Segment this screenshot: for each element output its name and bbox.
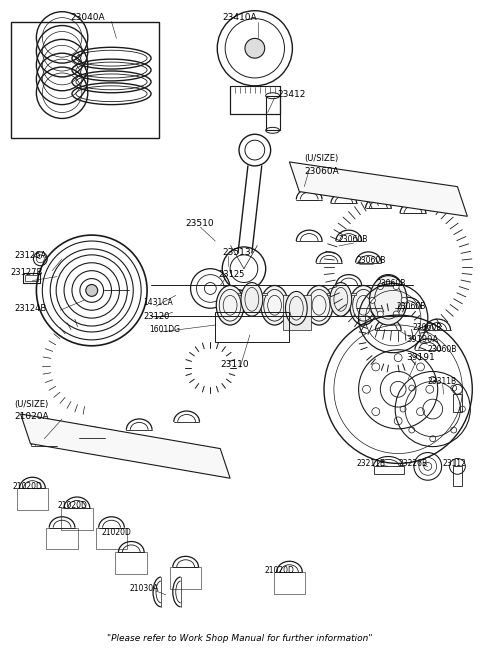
Polygon shape	[283, 295, 311, 330]
Text: 23126A: 23126A	[14, 251, 47, 260]
Ellipse shape	[216, 285, 244, 325]
Bar	[230, 86, 279, 113]
Bar	[266, 96, 279, 131]
Text: 23040A: 23040A	[70, 13, 105, 22]
Text: 23060A: 23060A	[304, 167, 339, 176]
Text: 21020D: 21020D	[57, 501, 87, 510]
Text: 23127B: 23127B	[11, 268, 43, 277]
Bar	[374, 466, 404, 474]
Text: 23060B: 23060B	[376, 279, 406, 288]
Text: 1601DG: 1601DG	[149, 325, 180, 335]
Bar	[453, 394, 462, 412]
Circle shape	[377, 283, 384, 289]
Text: 1431CA: 1431CA	[143, 298, 173, 307]
Text: 23060B: 23060B	[413, 323, 443, 333]
Text: 23226B: 23226B	[398, 459, 427, 468]
Circle shape	[393, 311, 399, 317]
Ellipse shape	[350, 285, 377, 325]
Bar	[453, 466, 462, 486]
Ellipse shape	[370, 276, 407, 325]
Ellipse shape	[305, 285, 333, 325]
Text: (U/SIZE): (U/SIZE)	[14, 400, 49, 409]
Bar	[170, 567, 202, 589]
Text: 23311B: 23311B	[428, 377, 457, 386]
Text: "Please refer to Work Shop Manual for further information": "Please refer to Work Shop Manual for fu…	[107, 634, 373, 643]
Text: 21020D: 21020D	[264, 565, 295, 575]
Text: 21030A: 21030A	[129, 584, 159, 594]
Ellipse shape	[241, 283, 263, 316]
Text: 23513: 23513	[222, 249, 251, 257]
Text: 39191: 39191	[406, 353, 435, 362]
Text: 21020D: 21020D	[102, 528, 132, 537]
Text: 23060B: 23060B	[339, 235, 368, 243]
Text: 23412: 23412	[277, 91, 306, 99]
Circle shape	[245, 39, 264, 58]
Text: 23110: 23110	[220, 360, 249, 369]
Text: 23125: 23125	[218, 270, 245, 279]
Text: (U/SIZE): (U/SIZE)	[304, 154, 338, 163]
Text: 21020A: 21020A	[14, 413, 49, 421]
Bar	[274, 572, 305, 594]
Ellipse shape	[286, 291, 307, 325]
Bar	[17, 488, 48, 510]
Text: 23410A: 23410A	[222, 13, 257, 22]
Text: 23060B: 23060B	[428, 345, 457, 354]
Text: 23060B: 23060B	[396, 302, 426, 311]
Circle shape	[377, 311, 384, 317]
Ellipse shape	[330, 283, 352, 316]
Bar	[24, 275, 38, 281]
Text: 21020D: 21020D	[12, 482, 43, 491]
Bar	[46, 527, 78, 550]
Text: 39190A: 39190A	[406, 335, 438, 344]
Bar	[96, 527, 127, 550]
Polygon shape	[21, 414, 230, 478]
Text: 23510: 23510	[186, 218, 214, 228]
Bar	[116, 552, 147, 574]
Circle shape	[393, 283, 399, 289]
Circle shape	[370, 297, 375, 303]
Text: 23124B: 23124B	[14, 304, 47, 313]
Circle shape	[401, 297, 407, 303]
Bar	[216, 312, 289, 342]
Bar	[61, 508, 93, 529]
Text: 23112: 23112	[443, 459, 467, 468]
Text: 23120: 23120	[143, 312, 169, 321]
Bar	[23, 273, 40, 283]
Polygon shape	[289, 162, 468, 216]
Ellipse shape	[261, 285, 288, 325]
Polygon shape	[238, 293, 267, 295]
Bar	[11, 22, 159, 138]
Text: 23060B: 23060B	[357, 256, 386, 265]
Polygon shape	[327, 293, 356, 295]
Circle shape	[86, 285, 97, 297]
Text: 23211B: 23211B	[357, 459, 385, 468]
